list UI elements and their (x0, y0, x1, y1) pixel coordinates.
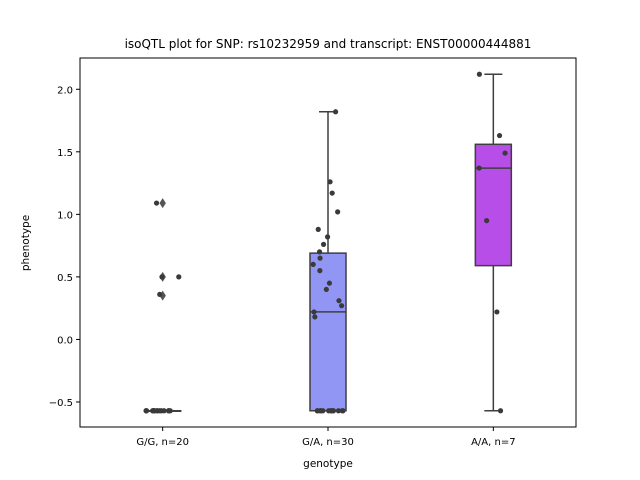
x-axis-label: genotype (303, 458, 353, 470)
data-point (151, 408, 157, 414)
y-tick-label: 0.0 (57, 335, 73, 346)
box-body (474, 143, 513, 267)
data-point (311, 309, 317, 315)
data-point (143, 408, 150, 414)
box-body (309, 252, 347, 412)
data-point (159, 274, 165, 280)
data-point (153, 200, 160, 206)
x-tick-label: A/A, n=7 (471, 437, 516, 448)
box-group (309, 111, 347, 412)
data-point (335, 209, 341, 215)
data-point (329, 190, 335, 196)
data-point (335, 408, 342, 414)
data-point (320, 241, 327, 247)
data-point (329, 408, 336, 414)
data-point (323, 286, 329, 293)
data-point (494, 309, 500, 315)
data-point (326, 408, 332, 414)
data-point (157, 291, 163, 298)
chart-title: isoQTL plot for SNP: rs10232959 and tran… (125, 37, 532, 51)
x-tick-label: G/A, n=30 (302, 437, 354, 448)
data-point (326, 280, 333, 286)
data-point (161, 408, 167, 414)
data-point (336, 298, 342, 304)
y-tick-label: 0.5 (57, 273, 73, 284)
data-point (316, 249, 323, 255)
data-point (502, 150, 508, 156)
data-point (332, 109, 339, 115)
data-point (339, 303, 345, 309)
data-point (315, 226, 321, 232)
data-point (339, 408, 345, 414)
data-point (497, 408, 504, 414)
data-point (165, 408, 172, 414)
data-point (496, 132, 503, 139)
data-point (327, 179, 333, 185)
y-axis-label: phenotype (20, 215, 32, 271)
box-group (474, 73, 513, 412)
data-point (317, 268, 323, 274)
data-point (176, 274, 182, 280)
y-tick-label: 2.0 (57, 85, 73, 96)
data-point (476, 165, 482, 171)
box-group (143, 198, 182, 412)
data-point (310, 261, 316, 267)
data-point (314, 408, 321, 414)
y-tick-label: 1.0 (57, 210, 73, 221)
data-point (317, 255, 323, 261)
data-point (484, 218, 490, 224)
outlier-marker (159, 198, 166, 209)
data-point (312, 314, 318, 320)
y-tick-label: 1.5 (57, 148, 73, 159)
y-tick-label: −0.5 (49, 398, 73, 409)
data-point (476, 71, 482, 77)
x-tick-label: G/G, n=20 (136, 437, 189, 448)
data-point (324, 234, 331, 240)
